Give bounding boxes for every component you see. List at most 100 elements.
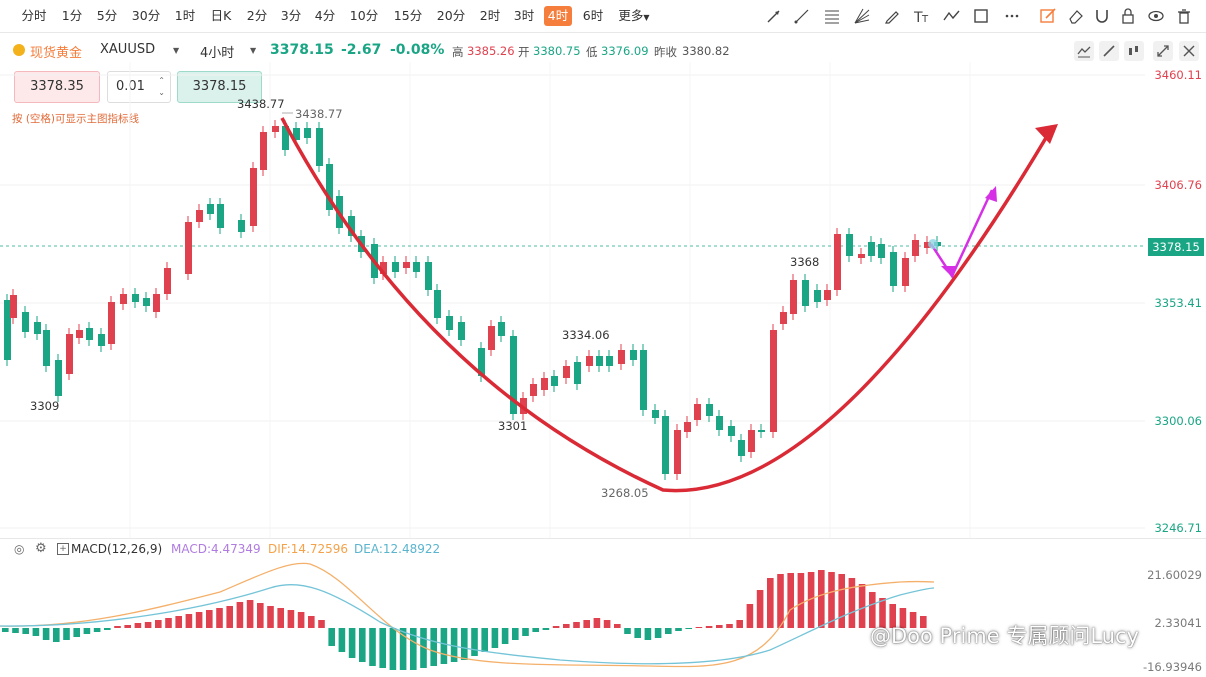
- tf-6h[interactable]: 6时: [582, 8, 604, 23]
- macd-bar: [461, 628, 468, 660]
- pen-icon[interactable]: [882, 6, 902, 26]
- macd-header: ◎ ⚙ + MACD(12,26,9) MACD:4.47349 DIF:14.…: [0, 538, 1206, 560]
- macd-bar: [308, 616, 315, 628]
- tf-4m[interactable]: 4分: [314, 8, 336, 23]
- magnet-icon[interactable]: [1092, 6, 1112, 26]
- eraser-icon[interactable]: [1066, 6, 1086, 26]
- candle-body: [282, 126, 289, 150]
- wave-icon[interactable]: [942, 6, 962, 26]
- eye-icon[interactable]: [1146, 6, 1166, 26]
- macd-bar: [53, 628, 60, 642]
- parallel-lines-icon[interactable]: [822, 6, 842, 26]
- candle-body: [706, 404, 713, 416]
- candle-body: [348, 216, 355, 236]
- macd-bar: [542, 628, 550, 630]
- macd-bar: [410, 628, 417, 670]
- macd-bar: [818, 570, 825, 628]
- symbol-dropdown-icon[interactable]: ▼: [173, 46, 180, 55]
- close-icon[interactable]: [1179, 41, 1199, 61]
- price-change-pct: -0.08%: [390, 42, 445, 58]
- more-tools-icon[interactable]: [1002, 6, 1022, 26]
- sell-price-button[interactable]: 3378.35: [14, 71, 100, 103]
- high-value: 3385.26: [467, 44, 515, 58]
- dea-value: DEA:12.48922: [354, 542, 441, 556]
- candle-style-icon[interactable]: [1124, 41, 1144, 61]
- macd-bar: [828, 572, 835, 628]
- watermark: @Doo Prime 专属顾问Lucy: [870, 624, 1139, 648]
- symbol-code[interactable]: XAUUSD: [100, 42, 156, 57]
- candle-body: [541, 378, 548, 390]
- last-point-marker: [928, 239, 938, 249]
- period-selector[interactable]: 4小时: [200, 46, 235, 61]
- tf-10m[interactable]: 10分: [349, 8, 379, 23]
- macd-histogram: [2, 570, 927, 670]
- trash-icon[interactable]: [1174, 6, 1194, 26]
- tf-5m[interactable]: 5分: [96, 8, 118, 23]
- tf-2m[interactable]: 2分: [246, 8, 268, 23]
- draw-icon[interactable]: [1099, 41, 1119, 61]
- tf-more[interactable]: 更多▼: [614, 6, 654, 26]
- macd-bar: [236, 602, 244, 628]
- tf-15m[interactable]: 15分: [393, 8, 423, 23]
- visibility-icon[interactable]: ◎: [14, 542, 25, 556]
- tf-daily[interactable]: 日K: [210, 8, 232, 23]
- macd-bar: [155, 620, 162, 628]
- macd-bar: [624, 628, 631, 634]
- tf-30m[interactable]: 30分: [131, 8, 161, 23]
- pane-separator[interactable]: [0, 538, 1206, 539]
- candle-body: [684, 422, 691, 432]
- macd-bar: [787, 573, 794, 628]
- tf-fenshi[interactable]: 分时: [21, 8, 47, 23]
- indicator-settings-icon[interactable]: [1074, 41, 1094, 61]
- macd-bar: [63, 628, 70, 640]
- candle-body: [380, 262, 387, 274]
- candle-body: [217, 204, 224, 228]
- rectangle-icon[interactable]: [971, 6, 991, 26]
- top-toolbar: 分时 1分 5分 30分 1时 日K 2分 3分 4分 10分 15分 20分 …: [0, 0, 1206, 33]
- macd-bar: [705, 626, 713, 628]
- lot-size-input[interactable]: 0.01 ⌃ ⌄: [107, 71, 171, 103]
- macd-bar: [93, 628, 101, 632]
- macd-bar: [563, 624, 570, 628]
- macd-bar: [226, 606, 233, 628]
- lock-icon[interactable]: [1118, 6, 1138, 26]
- dif-value: DIF:14.72596: [268, 542, 349, 556]
- ray-line-icon[interactable]: [792, 6, 812, 26]
- settings-gear-icon[interactable]: ⚙: [35, 541, 47, 556]
- candle-body: [34, 322, 41, 334]
- tf-1h[interactable]: 1时: [174, 8, 196, 23]
- candle-body: [834, 234, 841, 290]
- tf-2h[interactable]: 2时: [479, 8, 501, 23]
- tf-3m[interactable]: 3分: [280, 8, 302, 23]
- tf-3h[interactable]: 3时: [513, 8, 535, 23]
- fullscreen-icon[interactable]: [1153, 41, 1173, 61]
- trend-line-icon[interactable]: [764, 6, 784, 26]
- macd-bar: [450, 628, 458, 662]
- tf-20m[interactable]: 20分: [436, 8, 466, 23]
- macd-bar: [257, 603, 264, 628]
- macd-bar: [736, 620, 743, 628]
- stepper-down-icon[interactable]: ⌄: [158, 88, 165, 97]
- symbol-name[interactable]: 现货黄金: [30, 46, 83, 61]
- macd-bar: [277, 608, 284, 628]
- candle-body: [758, 430, 765, 432]
- collapse-icon[interactable]: +: [57, 543, 69, 555]
- tf-4h[interactable]: 4时: [544, 6, 572, 26]
- candle-body: [458, 322, 465, 340]
- stepper-up-icon[interactable]: ⌃: [158, 76, 165, 85]
- period-dropdown-icon[interactable]: ▼: [250, 46, 257, 55]
- macd-bar: [726, 624, 733, 628]
- macd-bar: [42, 628, 50, 640]
- candle-body: [326, 164, 333, 210]
- candle-body: [694, 404, 701, 420]
- candle-body: [770, 330, 777, 432]
- macd-bar: [920, 616, 927, 628]
- fan-icon[interactable]: [852, 6, 872, 26]
- tf-1m[interactable]: 1分: [61, 8, 83, 23]
- candlestick-chart[interactable]: 3438.77 3438.77 3309 3301 3334.06 3268.0…: [0, 62, 1145, 540]
- edit-icon[interactable]: [1038, 6, 1058, 26]
- candle-body: [716, 416, 723, 430]
- macd-chart[interactable]: [0, 560, 1145, 677]
- buy-price-button[interactable]: 3378.15: [177, 71, 262, 103]
